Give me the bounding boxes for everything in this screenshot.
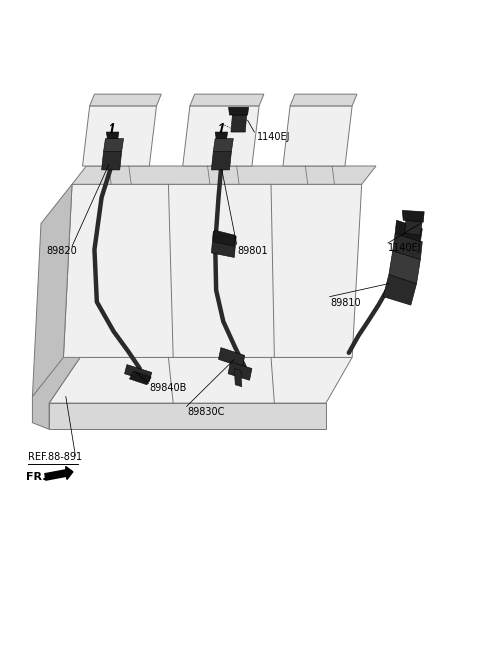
Polygon shape	[63, 184, 362, 358]
Polygon shape	[283, 106, 352, 166]
Polygon shape	[213, 138, 233, 152]
Polygon shape	[215, 132, 228, 138]
Text: 1140EJ: 1140EJ	[388, 243, 421, 253]
Polygon shape	[183, 106, 259, 166]
Polygon shape	[90, 94, 161, 106]
Polygon shape	[190, 94, 264, 106]
Polygon shape	[405, 218, 422, 236]
Polygon shape	[383, 274, 417, 305]
Polygon shape	[33, 351, 80, 429]
FancyArrow shape	[45, 466, 73, 480]
Polygon shape	[102, 152, 121, 170]
Polygon shape	[213, 230, 235, 247]
Polygon shape	[72, 166, 376, 184]
Polygon shape	[389, 251, 420, 283]
Text: 89830C: 89830C	[188, 407, 225, 417]
Polygon shape	[228, 107, 249, 115]
Polygon shape	[211, 232, 236, 257]
Polygon shape	[231, 115, 247, 132]
Polygon shape	[33, 184, 72, 397]
Text: 89801: 89801	[238, 246, 268, 256]
Polygon shape	[234, 369, 242, 387]
Polygon shape	[129, 371, 151, 385]
Text: 89810: 89810	[331, 298, 361, 308]
Polygon shape	[218, 348, 245, 367]
Polygon shape	[402, 211, 424, 222]
Text: 1140EJ: 1140EJ	[257, 133, 290, 142]
Polygon shape	[104, 138, 123, 152]
Polygon shape	[290, 94, 357, 106]
Polygon shape	[83, 106, 156, 166]
Polygon shape	[228, 362, 252, 380]
Text: 89820: 89820	[47, 246, 77, 256]
Polygon shape	[395, 220, 422, 242]
Polygon shape	[211, 152, 231, 170]
Text: REF.88-891: REF.88-891	[28, 453, 82, 462]
Text: 89840B: 89840B	[149, 383, 187, 393]
Polygon shape	[124, 365, 152, 382]
Text: FR.: FR.	[26, 472, 47, 482]
Polygon shape	[49, 403, 326, 429]
Polygon shape	[107, 132, 119, 138]
Polygon shape	[49, 358, 352, 403]
Polygon shape	[393, 234, 422, 259]
